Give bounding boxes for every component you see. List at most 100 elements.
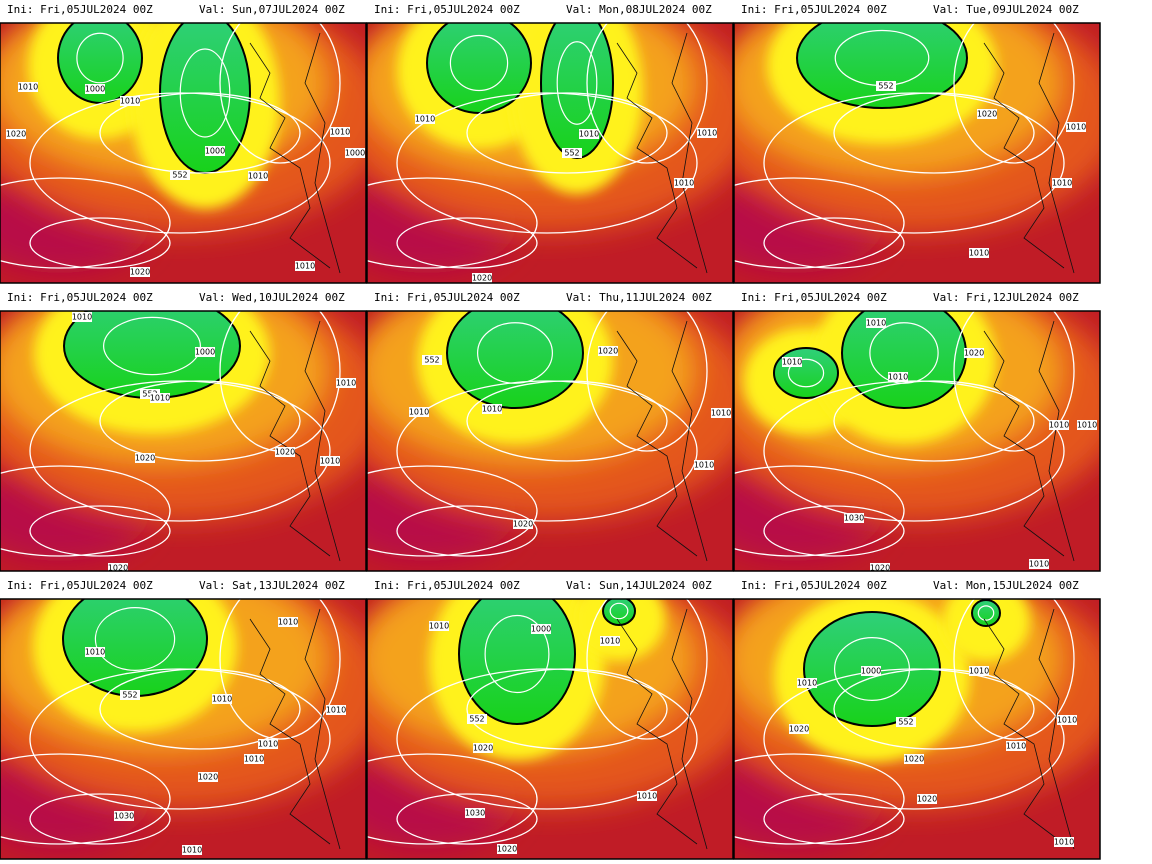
contour-label: 552 <box>878 82 893 91</box>
contour-line <box>396 92 698 234</box>
contour-line <box>466 92 668 174</box>
map-frame <box>366 598 734 860</box>
coastline <box>616 32 708 274</box>
contour-label: 1010 <box>697 129 717 138</box>
contour-label-bg <box>964 348 984 358</box>
contour-label: 1010 <box>330 128 350 137</box>
valid-time: Val: Sat,13JUL2024 00Z <box>199 579 345 592</box>
contour-line <box>0 465 171 557</box>
cold-air-zone <box>602 599 636 626</box>
contour-label-bg <box>248 171 268 181</box>
contour-label: 1010 <box>415 115 435 124</box>
contour-label: 1010 <box>1049 421 1069 430</box>
contour-label: 1020 <box>497 845 517 854</box>
contour-line <box>29 380 331 522</box>
contour-label-bg <box>1066 122 1086 132</box>
contour-line <box>0 177 171 269</box>
contour-line <box>76 32 124 84</box>
contour-line <box>556 41 598 125</box>
init-time: Ini: Fri,05JUL2024 00Z <box>741 3 887 16</box>
contour-line <box>833 92 1035 174</box>
contour-label-bg <box>896 717 916 727</box>
contour-line <box>219 23 341 164</box>
contour-label-bg <box>85 647 105 657</box>
valid-time: Val: Sun,14JUL2024 00Z <box>566 579 712 592</box>
contour-line <box>396 505 538 557</box>
contour-line <box>396 380 698 522</box>
valid-time: Val: Tue,09JUL2024 00Z <box>933 3 1079 16</box>
init-time: Ini: Fri,05JUL2024 00Z <box>741 579 887 592</box>
contour-label-bg <box>114 811 134 821</box>
contour-line <box>94 607 176 671</box>
contour-label: 1010 <box>782 358 802 367</box>
contour-line <box>763 793 905 845</box>
contour-label-bg <box>598 346 618 356</box>
contour-label-bg <box>513 519 533 529</box>
contour-label-bg <box>212 694 232 704</box>
contour-label: 1020 <box>513 520 533 529</box>
contour-label-bg <box>258 739 278 749</box>
valid-time: Val: Fri,12JUL2024 00Z <box>933 291 1079 304</box>
contour-label: 552 <box>898 718 913 727</box>
contour-label-bg <box>415 114 435 124</box>
contour-label-bg <box>844 513 864 523</box>
contour-label-bg <box>195 347 215 357</box>
ridge-zone <box>573 599 665 661</box>
contour-label-bg <box>1052 178 1072 188</box>
init-time: Ini: Fri,05JUL2024 00Z <box>374 3 520 16</box>
contour-label-bg <box>472 273 492 283</box>
contour-label-bg <box>18 82 38 92</box>
contour-label-bg <box>562 148 582 158</box>
contour-label: 1020 <box>108 564 128 573</box>
contour-line <box>466 668 668 750</box>
contour-line <box>102 316 202 376</box>
cold-air-zone <box>458 599 576 725</box>
contour-line <box>179 48 231 138</box>
contour-label-bg <box>6 129 26 139</box>
contour-line <box>586 311 708 452</box>
contour-label: 552 <box>122 691 137 700</box>
contour-label: 1010 <box>429 622 449 631</box>
map-panel: 1010 1010 552 1010 1010 1010 1010 1020 1030 1010 <box>0 599 366 859</box>
map-panel: 552 1020 1010 1010 1010 1010 1020 <box>367 311 733 571</box>
contour-label: 1010 <box>150 394 170 403</box>
contour-label-bg <box>917 794 937 804</box>
init-time: Ini: Fri,05JUL2024 00Z <box>7 579 153 592</box>
contour-label: 1010 <box>1066 123 1086 132</box>
contour-label: 1010 <box>1029 560 1049 569</box>
contour-label-bg <box>345 148 365 158</box>
init-time: Ini: Fri,05JUL2024 00Z <box>7 3 153 16</box>
contour-label-bg <box>600 636 620 646</box>
valid-time: Val: Mon,15JUL2024 00Z <box>933 579 1079 592</box>
contour-label-bg <box>295 261 315 271</box>
contour-label-bg <box>120 96 140 106</box>
contour-label-bg <box>326 705 346 715</box>
contour-label: 1020 <box>917 795 937 804</box>
contour-label: 1000 <box>195 348 215 357</box>
contour-label: 1000 <box>861 667 881 676</box>
coastline <box>249 32 341 274</box>
contour-label: 1010 <box>1054 838 1074 847</box>
init-time: Ini: Fri,05JUL2024 00Z <box>7 291 153 304</box>
contour-line <box>99 380 301 462</box>
contour-label: 1020 <box>904 755 924 764</box>
contour-label: 1020 <box>789 725 809 734</box>
contour-label: 1010 <box>600 637 620 646</box>
map-frame <box>0 22 367 284</box>
contour-label: 1010 <box>409 408 429 417</box>
contour-label-bg <box>711 408 731 418</box>
contour-label: 1010 <box>969 249 989 258</box>
contour-label-bg <box>170 170 190 180</box>
contour-label: 1010 <box>866 319 886 328</box>
contour-label-bg <box>182 845 202 855</box>
contour-label-bg <box>465 808 485 818</box>
contour-label: 1020 <box>472 274 492 283</box>
contour-label: 1010 <box>888 373 908 382</box>
contour-line <box>449 34 509 92</box>
contour-line <box>0 753 171 845</box>
contour-label-bg <box>467 714 487 724</box>
contour-label: 1010 <box>579 130 599 139</box>
contour-label: 1010 <box>278 618 298 627</box>
contour-label: 1020 <box>135 454 155 463</box>
contour-label: 552 <box>172 171 187 180</box>
